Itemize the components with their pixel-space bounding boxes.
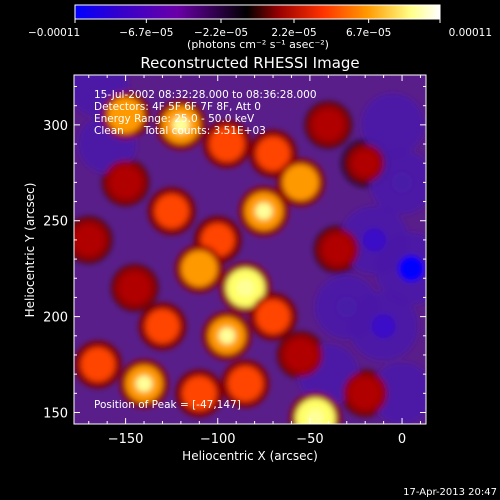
- heat-blob: [227, 366, 263, 402]
- info-annotations: 15-Jul-2002 08:32:28.000 to 08:36:28.000…: [94, 89, 317, 137]
- colorbar-tick-labels: −0.00011 −6.7e−05 −2.2e−05 2.2e−05 6.7e−05 0.…: [28, 27, 492, 39]
- cold-core: [336, 296, 358, 318]
- heat-blob: [256, 299, 291, 334]
- x-axis-ticks: −150 −100 −50 0: [88, 75, 421, 447]
- colorbar-ticks: [74, 19, 441, 23]
- cold-core: [362, 228, 387, 252]
- heat-blob: [182, 376, 217, 411]
- heat-core: [135, 375, 153, 393]
- heat-blob: [256, 136, 291, 171]
- heatmap-layer: [74, 75, 426, 424]
- heat-blob: [107, 97, 144, 134]
- heat-blob: [312, 109, 344, 141]
- peak-position-label: Position of Peak = [-47,147]: [94, 399, 241, 411]
- heat-core: [306, 409, 325, 424]
- chart-title: Reconstructed RHESSI Image: [140, 54, 359, 72]
- cold-core: [371, 314, 396, 339]
- annotation-time-range: 15-Jul-2002 08:32:28.000 to 08:36:28.000: [94, 89, 317, 101]
- cold-core: [391, 171, 413, 193]
- y-axis-label: Heliocentric Y (arcsec): [23, 183, 37, 318]
- colorbar-unit-label: (photons cm⁻² s⁻¹ asec⁻²): [187, 38, 329, 51]
- heat-blob: [154, 194, 189, 229]
- y-tick-label: 200: [43, 311, 68, 326]
- colorbar-tick-label: −2.2e−05: [194, 27, 248, 39]
- heat-blob: [109, 166, 142, 199]
- heat-blob: [284, 338, 317, 371]
- x-tick-label: −50: [296, 432, 323, 447]
- heat-blob: [349, 377, 382, 410]
- x-tick-label: −150: [108, 432, 144, 447]
- heat-core: [236, 279, 255, 297]
- heat-core: [218, 327, 236, 345]
- colorbar-tick-label: −0.00011: [28, 27, 80, 39]
- cold-region: [361, 93, 425, 157]
- colorbar: [74, 4, 441, 20]
- plot-frame: [73, 74, 427, 425]
- y-tick-label: 150: [43, 406, 68, 421]
- x-tick-label: 0: [398, 432, 406, 447]
- colorbar-tick-label: −6.7e−05: [119, 27, 173, 39]
- heat-core: [255, 202, 273, 220]
- heat-core: [172, 116, 190, 134]
- y-axis-ticks: 150 200 250 300: [43, 86, 426, 421]
- x-axis-label: Heliocentric X (arcsec): [182, 449, 318, 463]
- cold-region: [371, 362, 426, 424]
- y-tick-label: 300: [43, 119, 68, 134]
- colorbar-tick-label: 0.00011: [449, 27, 492, 39]
- x-tick-label: −100: [200, 432, 236, 447]
- heat-blob: [352, 150, 379, 177]
- heat-blob: [118, 271, 151, 304]
- colorbar-tick-label: 6.7e−05: [346, 27, 391, 39]
- annotation-clean-counts: Clean Total counts: 3.51E+03: [94, 125, 266, 137]
- y-tick-label: 250: [43, 215, 68, 230]
- cold-core: [398, 255, 425, 282]
- heat-blob: [74, 224, 105, 256]
- heat-blob: [145, 309, 180, 344]
- heat-blob: [209, 126, 245, 162]
- heat-blob: [80, 347, 115, 382]
- heat-blob: [181, 250, 218, 287]
- heat-blob: [322, 234, 353, 265]
- footer-timestamp: 17-Apr-2013 20:47: [403, 487, 497, 498]
- annotation-detectors: Detectors: 4F 5F 6F 7F 8F, Att 0: [94, 101, 261, 113]
- annotation-energy-range: Energy Range: 25.0 - 50.0 keV: [94, 113, 255, 125]
- colorbar-tick-label: 2.2e−05: [271, 27, 316, 39]
- heat-blob: [282, 164, 319, 201]
